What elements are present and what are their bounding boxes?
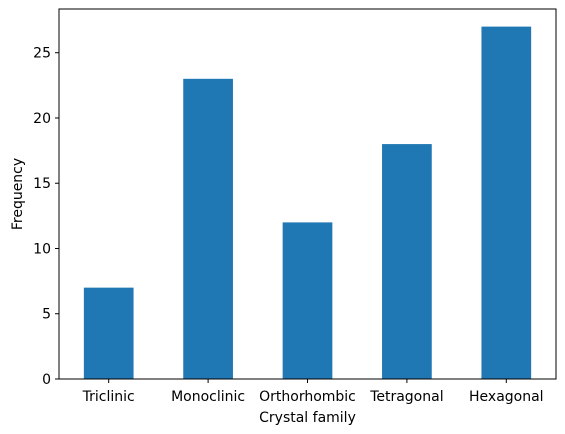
y-tick-label: 10 (33, 241, 51, 257)
y-tick-label: 25 (33, 46, 51, 62)
bar-triclinic (84, 288, 134, 379)
y-axis-label: Frequency (10, 158, 26, 230)
y-tick-label: 20 (33, 111, 51, 127)
y-tick-label: 0 (42, 372, 51, 388)
y-tick-label: 15 (33, 176, 51, 192)
x-tick-label: Triclinic (82, 389, 135, 405)
x-tick-label: Orthorhombic (259, 389, 356, 405)
y-tick-label: 5 (42, 307, 51, 323)
x-tick-label: Tetragonal (369, 389, 443, 405)
x-tick-label: Hexagonal (469, 389, 544, 405)
bars-group (84, 27, 531, 379)
bar-hexagonal (481, 27, 531, 379)
bar-tetragonal (382, 144, 432, 379)
x-tick-label: Monoclinic (171, 389, 245, 405)
x-axis-label: Crystal family (259, 410, 356, 426)
bar-monoclinic (183, 79, 233, 379)
bar-orthorhombic (283, 222, 333, 379)
